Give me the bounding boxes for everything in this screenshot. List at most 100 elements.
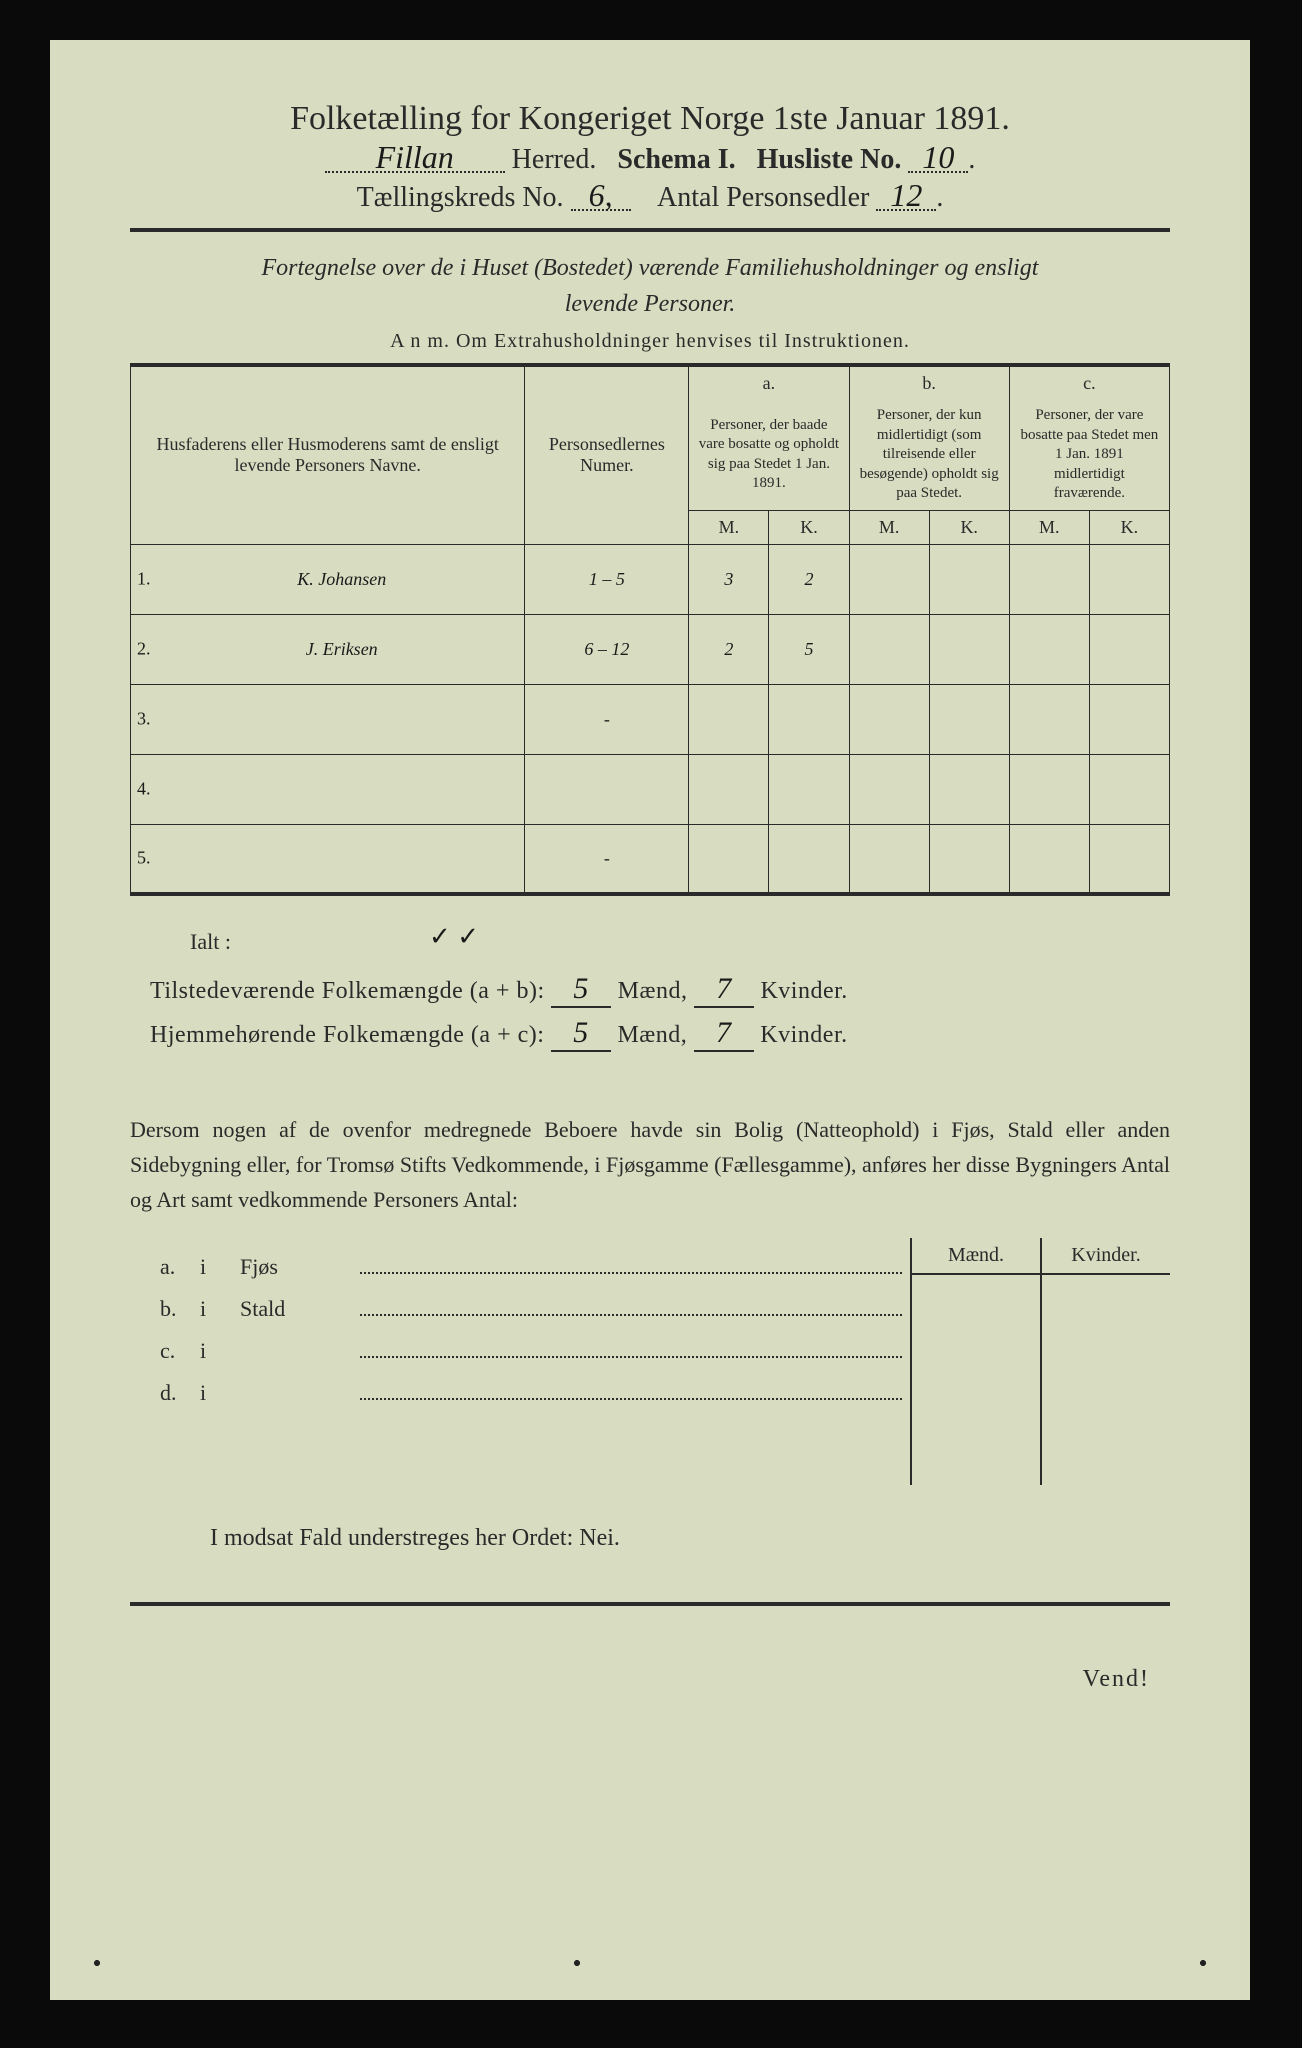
maend-lbl: Mænd, xyxy=(618,978,688,1004)
row-bM xyxy=(849,824,929,894)
row-cM xyxy=(1009,544,1089,614)
col-c-desc: Personer, der vare bosatte paa Stedet me… xyxy=(1009,400,1169,510)
side-row-i: i xyxy=(200,1254,240,1280)
row-cK xyxy=(1089,824,1169,894)
census-form-page: Folketælling for Kongeriget Norge 1ste J… xyxy=(50,40,1250,2000)
side-maend-cell xyxy=(912,1275,1042,1485)
col-a-desc: Personer, der baade vare bosatte og opho… xyxy=(689,400,849,510)
row-cM xyxy=(1009,754,1089,824)
antal-label: Antal Personsedler xyxy=(657,182,869,213)
side-row-text: Fjøs xyxy=(240,1254,360,1280)
a-K: K. xyxy=(769,510,849,544)
side-list-row: a.iFjøs xyxy=(160,1252,910,1280)
form-title: Folketælling for Kongeriget Norge 1ste J… xyxy=(130,100,1170,138)
vend-label: Vend! xyxy=(130,1666,1170,1693)
tot2-label: Hjemmehørende Folkemængde (a + c): xyxy=(150,1022,544,1048)
row-name: 4. xyxy=(131,754,525,824)
divider xyxy=(130,228,1170,232)
row-bM xyxy=(849,754,929,824)
row-aK: 5 xyxy=(769,614,849,684)
row-aM xyxy=(689,684,769,754)
ialt-label: Ialt : ✓ ✓ xyxy=(190,926,1170,956)
tot1-k: 7 xyxy=(694,972,754,1008)
table-row: 4. xyxy=(131,754,1170,824)
row-name: 5. xyxy=(131,824,525,894)
side-list-row: c.i xyxy=(160,1336,910,1364)
tot2-m: 5 xyxy=(551,1016,611,1052)
row-cK xyxy=(1089,754,1169,824)
col-name-text: Husfaderens eller Husmoderens samt de en… xyxy=(157,434,499,475)
row-aK xyxy=(769,684,849,754)
row-bM xyxy=(849,614,929,684)
col-a-letter: a. xyxy=(689,365,849,400)
husliste-field: 10 xyxy=(908,145,968,173)
anm-note: A n m. Om Extrahusholdninger henvises ti… xyxy=(130,330,1170,353)
table-row: 2.J. Eriksen6 – 1225 xyxy=(131,614,1170,684)
side-building-block: a.iFjøsb.iStaldc.id.i Mænd. Kvinder. xyxy=(130,1238,1170,1485)
side-mk-table: Mænd. Kvinder. xyxy=(910,1238,1170,1485)
tick-marks: ✓ ✓ xyxy=(429,922,479,951)
row-name: 1.K. Johansen xyxy=(131,544,525,614)
header-line-2: Tællingskreds No. 6, Antal Personsedler … xyxy=(130,182,1170,214)
row-cM xyxy=(1009,684,1089,754)
header-line-1: Fillan Herred. Schema I. Husliste No. 10… xyxy=(130,144,1170,176)
side-list-row: b.iStald xyxy=(160,1294,910,1322)
kvinder-lbl: Kvinder. xyxy=(760,978,847,1004)
kvinder-lbl2: Kvinder. xyxy=(760,1022,847,1048)
row-cM xyxy=(1009,824,1089,894)
side-row-label: a. xyxy=(160,1254,200,1280)
main-table: Husfaderens eller Husmoderens samt de en… xyxy=(130,363,1170,896)
col-name-header: Husfaderens eller Husmoderens samt de en… xyxy=(131,365,525,544)
c-K: K. xyxy=(1089,510,1169,544)
table-row: 1.K. Johansen1 – 532 xyxy=(131,544,1170,614)
row-name: 3. xyxy=(131,684,525,754)
subtitle-l2: levende Personer. xyxy=(565,291,736,317)
subtitle: Fortegnelse over de i Huset (Bostedet) v… xyxy=(130,250,1170,322)
side-row-dots xyxy=(360,1378,902,1400)
row-num: - xyxy=(525,684,689,754)
row-num: 1 – 5 xyxy=(525,544,689,614)
kreds-label: Tællingskreds No. xyxy=(357,182,564,213)
row-bK xyxy=(929,754,1009,824)
side-row-text: Stald xyxy=(240,1296,360,1322)
row-bK xyxy=(929,614,1009,684)
row-aM xyxy=(689,754,769,824)
row-cK xyxy=(1089,684,1169,754)
row-aM xyxy=(689,824,769,894)
col-b-desc: Personer, der kun midlertidigt (som tilr… xyxy=(849,400,1009,510)
c-M: M. xyxy=(1009,510,1089,544)
side-building-paragraph: Dersom nogen af de ovenfor medregnede Be… xyxy=(130,1112,1170,1218)
side-row-label: d. xyxy=(160,1380,200,1406)
row-aM: 2 xyxy=(689,614,769,684)
subtitle-l1: Fortegnelse over de i Huset (Bostedet) v… xyxy=(262,255,1039,281)
row-aK: 2 xyxy=(769,544,849,614)
row-aM: 3 xyxy=(689,544,769,614)
schema-label: Schema I. xyxy=(617,144,735,175)
row-bM xyxy=(849,684,929,754)
row-cK xyxy=(1089,614,1169,684)
herred-field: Fillan xyxy=(325,145,505,173)
pin-mark xyxy=(1196,1956,1210,1970)
row-cM xyxy=(1009,614,1089,684)
row-num: - xyxy=(525,824,689,894)
maend-lbl2: Mænd, xyxy=(617,1022,687,1048)
herred-label: Herred. xyxy=(512,144,597,175)
table-row: 3.- xyxy=(131,684,1170,754)
husliste-label: Husliste No. xyxy=(757,144,902,175)
tot1-label: Tilstedeværende Folkemængde (a + b): xyxy=(150,978,545,1004)
totals-line-1: Tilstedeværende Folkemængde (a + b): 5 M… xyxy=(150,972,1170,1008)
side-kvinder-cell xyxy=(1042,1275,1170,1485)
col-num-header: Personsedlernes Numer. xyxy=(525,365,689,544)
table-row: 5.- xyxy=(131,824,1170,894)
nei-line: I modsat Fald understreges her Ordet: Ne… xyxy=(210,1525,1170,1552)
totals-line-2: Hjemmehørende Folkemængde (a + c): 5 Mæn… xyxy=(150,1016,1170,1052)
tot2-k: 7 xyxy=(694,1016,754,1052)
row-bK xyxy=(929,824,1009,894)
antal-field: 12 xyxy=(876,183,936,211)
side-rows-list: a.iFjøsb.iStaldc.id.i xyxy=(130,1238,910,1485)
row-aK xyxy=(769,824,849,894)
side-row-i: i xyxy=(200,1338,240,1364)
row-bM xyxy=(849,544,929,614)
ialt-text: Ialt : xyxy=(190,929,231,954)
side-list-row: d.i xyxy=(160,1378,910,1406)
